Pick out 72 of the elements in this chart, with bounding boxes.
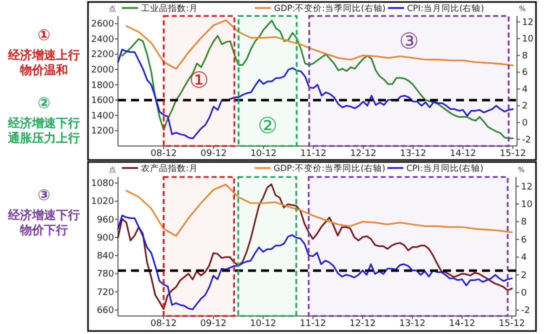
y-tick-label: 2200 [91,50,114,60]
legend-label: GDP:不变价:当季同比(右轴) [274,3,386,14]
legend-label: GDP:不变价:当季同比(右轴) [274,163,386,174]
y2-tick-label: 10 [521,200,533,210]
legend-label: CPI:当月同比(右轴) [407,3,484,14]
y-tick-label: 2600 [91,20,114,30]
band-label: ① [189,68,209,94]
y-tick-label: 2400 [91,34,114,45]
x-tick-label: 14-12 [450,149,476,159]
x-tick-label: 15-12 [500,149,526,159]
y2-tick-label: 12 [522,18,534,28]
y2-tick-label: -2 [522,135,531,146]
y-tick-label: 720 [96,288,114,298]
x-tick-label: 14-12 [449,319,476,329]
x-tick-label: 10-12 [250,319,276,329]
y2-tick-label: 8 [522,51,528,62]
y-tick-label: 2000 [91,66,114,76]
x-tick-label: 08-12 [150,149,177,159]
y-tick-label: 780 [96,270,114,280]
y2-tick-label: 0 [521,288,527,299]
text: ① [38,26,50,44]
legend-label: 工业品指数:月 [141,3,198,14]
y2-tick-label: 10 [522,34,534,45]
band-label: ③ [399,30,419,55]
y2-tick-label: 6 [522,68,528,78]
x-tick-label: 10-12 [250,149,277,159]
y2-tick-label: 0 [522,118,528,129]
legend-label: 农产品指数:月 [141,163,198,174]
x-tick-label: 09-12 [200,319,226,329]
text: ③ [38,186,50,204]
line-series [126,19,514,70]
y2-tick-label: 12 [521,182,532,192]
y-tick-label: 840 [96,252,114,262]
y2-tick-label: 2 [522,102,528,112]
y-tick-label: 900 [96,233,114,244]
y-tick-label: 1020 [91,197,114,208]
y2-tick-label: 4 [521,253,527,264]
band-label: ② [258,114,278,140]
line-series [117,214,513,310]
text: 物价温和 [19,63,68,77]
text: 经济增速下行 [7,208,80,222]
y-tick-label: 1600 [91,96,114,106]
line-series [125,184,513,237]
y2-tick-label: 2 [521,270,527,281]
line-series [117,48,514,140]
y2-tick-label: 6 [521,235,527,246]
y-tick-label: 660 [96,306,114,316]
legend-label: CPI:当月同比(右轴) [406,163,484,174]
x-tick-label: 11-12 [300,319,326,329]
text: 经济增速下行 [7,116,80,130]
y-tick-label: 1400 [91,111,114,122]
y-tick-label: 960 [96,215,114,226]
x-tick-label: 08-12 [150,319,177,329]
y2-tick-label: -2 [521,306,530,316]
x-tick-label: 13-12 [400,149,426,159]
x-tick-label: 12-12 [350,319,376,329]
text: 物价下行 [19,223,68,237]
x-tick-label: 11-12 [300,149,326,159]
text: 经济增速上行 [7,48,80,62]
x-tick-label: 15-12 [498,319,525,329]
y2-tick-label: 8 [521,218,527,228]
x-tick-label: 12-12 [350,149,376,159]
text: 通胀压力上行 [7,131,80,145]
text: ② [38,94,50,112]
x-tick-label: 09-12 [200,149,227,159]
x-tick-label: 13-12 [399,319,426,329]
y-tick-label: 1200 [91,126,114,137]
y-tick-label: 1800 [91,80,114,91]
line-series [121,20,514,140]
y2-tick-label: 4 [522,84,528,95]
line-series [117,183,513,310]
y-tick-label: 1080 [91,179,114,190]
